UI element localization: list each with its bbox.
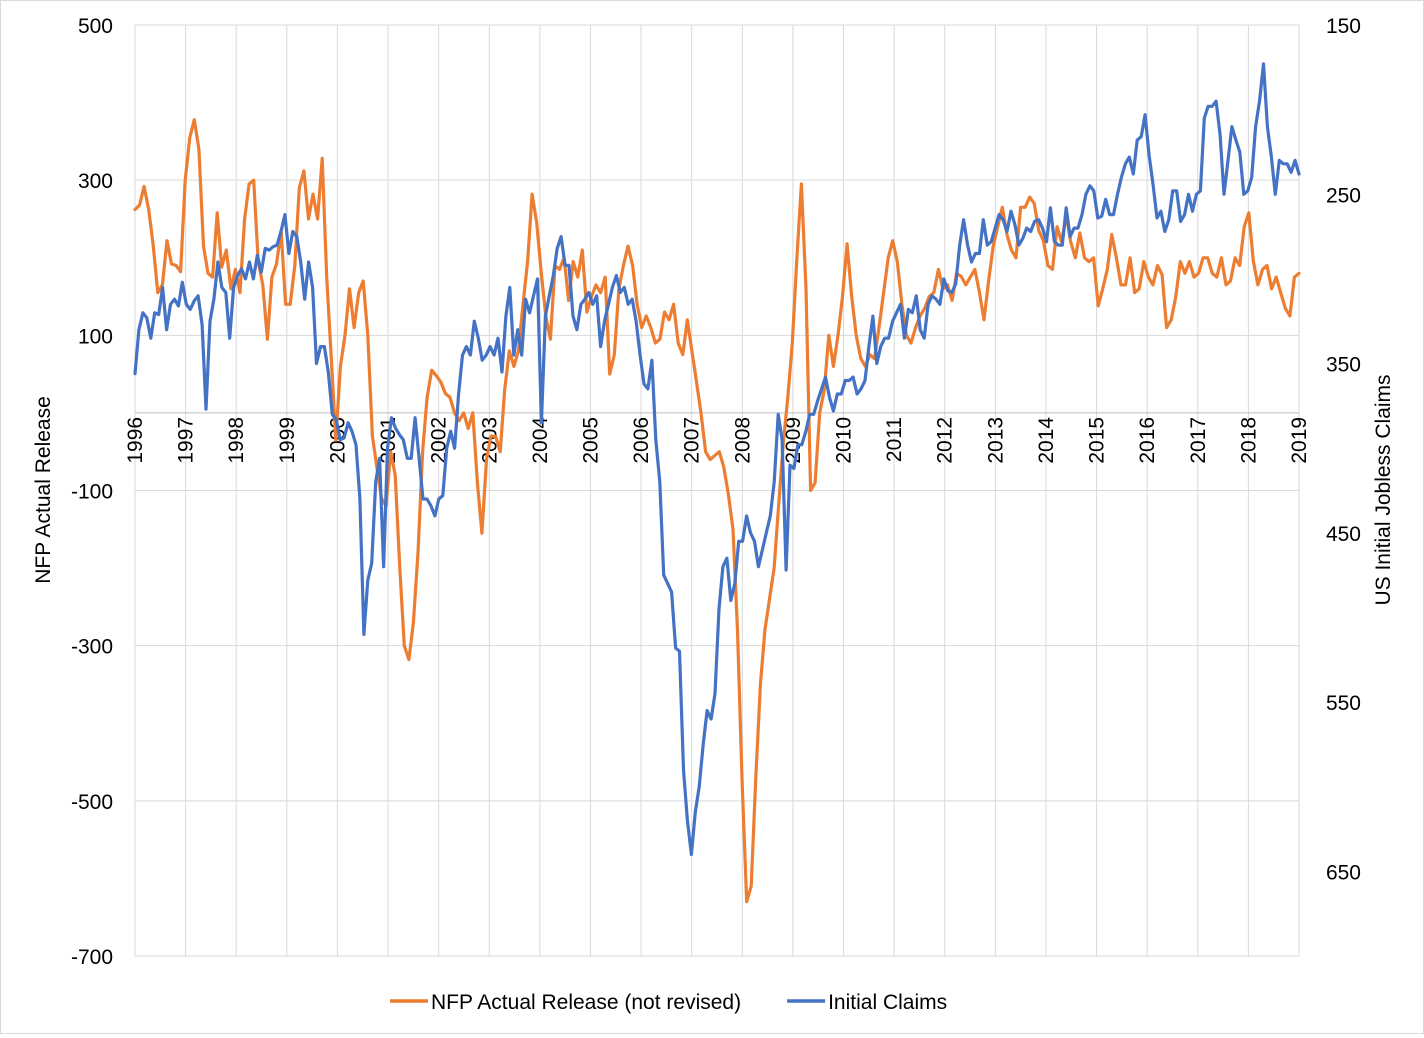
left-tick-label: 300 (78, 170, 113, 193)
right-tick-label: 150 (1326, 15, 1361, 38)
legend: NFP Actual Release (not revised) Initial … (390, 991, 947, 1014)
left-tick-label: -100 (71, 481, 113, 504)
x-tick-label: 1996 (124, 417, 147, 464)
x-tick-label: 2005 (579, 417, 602, 464)
plot-area-border (134, 24, 1300, 957)
series-line-nfp (133, 118, 1301, 904)
legend-item-initial-claims: Initial Claims (787, 991, 947, 1014)
left-tick-label: -300 (71, 636, 113, 659)
x-tick-label: 1997 (175, 417, 198, 464)
x-tick-label: 2018 (1237, 417, 1260, 464)
x-tick-label: 1999 (276, 417, 299, 464)
x-tick-label: 2015 (1086, 417, 1109, 464)
right-axis-ticks: 150 250 350 450 550 650 (1326, 15, 1361, 884)
right-tick-label: 450 (1326, 523, 1361, 546)
x-axis-ticks: 1996 1997 1998 1999 2000 2001 2002 2003 2004 2005… (124, 417, 1311, 464)
left-axis-ticks: 500 300 100 -100 -300 -500 -700 (71, 15, 113, 969)
legend-label: Initial Claims (828, 991, 947, 1014)
x-tick-label: 2019 (1288, 417, 1311, 464)
x-tick-label: 2010 (833, 417, 856, 464)
x-tick-label: 2012 (934, 417, 957, 464)
left-tick-label: 500 (78, 15, 113, 38)
right-tick-label: 250 (1326, 184, 1361, 207)
right-axis-title: US Initial Jobless Claims (1372, 374, 1395, 605)
x-tick-label: 2007 (681, 417, 704, 464)
x-tick-label: 2017 (1187, 417, 1210, 464)
x-tick-label: 2013 (984, 417, 1007, 464)
left-tick-label: 100 (78, 325, 113, 348)
legend-item-nfp: NFP Actual Release (not revised) (390, 991, 741, 1014)
series-line-initial-claims (133, 62, 1301, 857)
x-tick-label: 2004 (529, 417, 552, 464)
right-tick-label: 350 (1326, 354, 1361, 377)
legend-label: NFP Actual Release (not revised) (431, 991, 741, 1014)
x-tick-label: 2014 (1035, 417, 1058, 464)
x-tick-label: 2006 (630, 417, 653, 464)
x-tick-label: 2016 (1136, 417, 1159, 464)
x-tick-label: 2008 (731, 417, 754, 464)
x-tick-label: 2009 (782, 417, 805, 464)
x-tick-label: 2011 (883, 417, 906, 462)
x-tick-label: 1998 (225, 417, 248, 464)
right-tick-label: 650 (1326, 861, 1361, 884)
left-tick-label: -500 (71, 791, 113, 814)
left-tick-label: -700 (71, 946, 113, 969)
left-axis-title: NFP Actual Release (32, 396, 55, 584)
series-layer (133, 62, 1301, 904)
x-tick-label: 2000 (326, 417, 349, 464)
right-tick-label: 550 (1326, 692, 1361, 715)
